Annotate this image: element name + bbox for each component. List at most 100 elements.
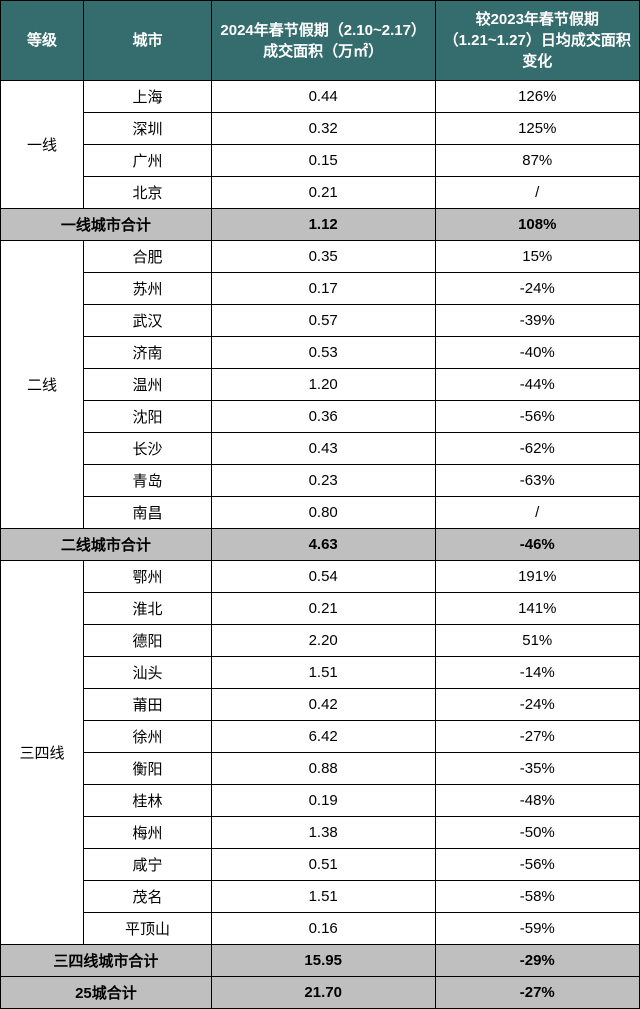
change-cell: -59% — [435, 913, 640, 945]
city-cell: 武汉 — [84, 305, 212, 337]
area-cell: 0.36 — [211, 401, 435, 433]
city-transaction-table: 等级 城市 2024年春节假期（2.10~2.17）成交面积（万㎡） 较2023… — [0, 0, 640, 1009]
change-cell: / — [435, 497, 640, 529]
area-cell: 0.23 — [211, 465, 435, 497]
city-cell: 徐州 — [84, 721, 212, 753]
change-cell: 51% — [435, 625, 640, 657]
area-cell: 0.16 — [211, 913, 435, 945]
table-row: 长沙0.43-62% — [1, 433, 640, 465]
change-cell: 15% — [435, 241, 640, 273]
header-area: 2024年春节假期（2.10~2.17）成交面积（万㎡） — [211, 1, 435, 81]
table-row: 德阳2.2051% — [1, 625, 640, 657]
area-cell: 0.17 — [211, 273, 435, 305]
change-cell: -44% — [435, 369, 640, 401]
subtotal-row: 二线城市合计4.63-46% — [1, 529, 640, 561]
area-cell: 1.20 — [211, 369, 435, 401]
city-cell: 平顶山 — [84, 913, 212, 945]
area-cell: 0.19 — [211, 785, 435, 817]
table-row: 衡阳0.88-35% — [1, 753, 640, 785]
city-cell: 淮北 — [84, 593, 212, 625]
subtotal-area: 4.63 — [211, 529, 435, 561]
table-row: 梅州1.38-50% — [1, 817, 640, 849]
change-cell: -35% — [435, 753, 640, 785]
table-row: 沈阳0.36-56% — [1, 401, 640, 433]
table-row: 茂名1.51-58% — [1, 881, 640, 913]
table-row: 咸宁0.51-56% — [1, 849, 640, 881]
subtotal-label: 二线城市合计 — [1, 529, 212, 561]
city-cell: 长沙 — [84, 433, 212, 465]
area-cell: 0.57 — [211, 305, 435, 337]
subtotal-area: 15.95 — [211, 945, 435, 977]
table-row: 平顶山0.16-59% — [1, 913, 640, 945]
subtotal-change: -46% — [435, 529, 640, 561]
city-cell: 沈阳 — [84, 401, 212, 433]
area-cell: 2.20 — [211, 625, 435, 657]
tier-cell: 三四线 — [1, 561, 84, 945]
header-tier: 等级 — [1, 1, 84, 81]
change-cell: 191% — [435, 561, 640, 593]
change-cell: / — [435, 177, 640, 209]
table-row: 三四线鄂州0.54191% — [1, 561, 640, 593]
area-cell: 1.38 — [211, 817, 435, 849]
area-cell: 1.51 — [211, 657, 435, 689]
city-cell: 南昌 — [84, 497, 212, 529]
table-row: 南昌0.80/ — [1, 497, 640, 529]
table-row: 淮北0.21141% — [1, 593, 640, 625]
total-change: -27% — [435, 977, 640, 1009]
area-cell: 0.32 — [211, 113, 435, 145]
table-body: 一线上海0.44126%深圳0.32125%广州0.1587%北京0.21/一线… — [1, 81, 640, 1009]
area-cell: 0.80 — [211, 497, 435, 529]
table-row: 广州0.1587% — [1, 145, 640, 177]
city-cell: 汕头 — [84, 657, 212, 689]
city-cell: 德阳 — [84, 625, 212, 657]
change-cell: 87% — [435, 145, 640, 177]
city-cell: 深圳 — [84, 113, 212, 145]
city-cell: 桂林 — [84, 785, 212, 817]
total-label: 25城合计 — [1, 977, 212, 1009]
city-cell: 梅州 — [84, 817, 212, 849]
subtotal-label: 三四线城市合计 — [1, 945, 212, 977]
table-row: 桂林0.19-48% — [1, 785, 640, 817]
table-row: 深圳0.32125% — [1, 113, 640, 145]
table-row: 徐州6.42-27% — [1, 721, 640, 753]
table-row: 汕头1.51-14% — [1, 657, 640, 689]
change-cell: -62% — [435, 433, 640, 465]
table-row: 二线合肥0.3515% — [1, 241, 640, 273]
change-cell: 141% — [435, 593, 640, 625]
change-cell: 126% — [435, 81, 640, 113]
city-cell: 衡阳 — [84, 753, 212, 785]
change-cell: -24% — [435, 273, 640, 305]
area-cell: 0.43 — [211, 433, 435, 465]
area-cell: 0.51 — [211, 849, 435, 881]
subtotal-row: 一线城市合计1.12108% — [1, 209, 640, 241]
subtotal-change: -29% — [435, 945, 640, 977]
area-cell: 0.44 — [211, 81, 435, 113]
table-row: 北京0.21/ — [1, 177, 640, 209]
total-row: 25城合计21.70-27% — [1, 977, 640, 1009]
city-cell: 合肥 — [84, 241, 212, 273]
area-cell: 0.42 — [211, 689, 435, 721]
area-cell: 1.51 — [211, 881, 435, 913]
city-cell: 济南 — [84, 337, 212, 369]
table-row: 温州1.20-44% — [1, 369, 640, 401]
change-cell: -63% — [435, 465, 640, 497]
change-cell: 125% — [435, 113, 640, 145]
change-cell: -56% — [435, 849, 640, 881]
city-cell: 北京 — [84, 177, 212, 209]
table-header-row: 等级 城市 2024年春节假期（2.10~2.17）成交面积（万㎡） 较2023… — [1, 1, 640, 81]
change-cell: -56% — [435, 401, 640, 433]
city-cell: 茂名 — [84, 881, 212, 913]
area-cell: 0.54 — [211, 561, 435, 593]
city-cell: 温州 — [84, 369, 212, 401]
change-cell: -14% — [435, 657, 640, 689]
tier-cell: 一线 — [1, 81, 84, 209]
area-cell: 0.53 — [211, 337, 435, 369]
city-cell: 莆田 — [84, 689, 212, 721]
table-row: 苏州0.17-24% — [1, 273, 640, 305]
tier-cell: 二线 — [1, 241, 84, 529]
area-cell: 0.35 — [211, 241, 435, 273]
subtotal-area: 1.12 — [211, 209, 435, 241]
change-cell: -40% — [435, 337, 640, 369]
header-change: 较2023年春节假期（1.21~1.27）日均成交面积变化 — [435, 1, 640, 81]
area-cell: 0.21 — [211, 593, 435, 625]
